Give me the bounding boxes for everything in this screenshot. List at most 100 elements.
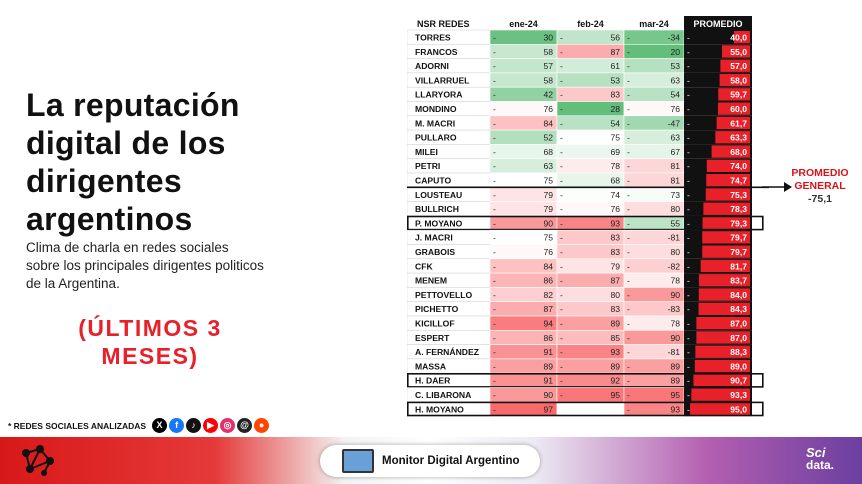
cell-value: 68 [543, 147, 553, 157]
avg-dash: - [687, 118, 690, 128]
row-name: H. DAER [415, 376, 451, 386]
cell-value: 82 [543, 290, 553, 300]
cell-value: -82 [668, 261, 681, 271]
avg-value: 90,7 [730, 376, 747, 386]
network-logo-icon [22, 445, 54, 476]
cell-dash: - [560, 361, 563, 371]
avg-dash: - [687, 276, 690, 286]
avg-value: 40,0 [730, 33, 747, 43]
cell-value: 63 [670, 133, 680, 143]
row-name: ESPERT [415, 333, 450, 343]
cell-value: 93 [610, 347, 620, 357]
cell-value: 63 [543, 161, 553, 171]
average-note-value: -75,1 [808, 193, 832, 205]
avg-bar [718, 102, 750, 115]
cell-dash: - [493, 390, 496, 400]
avg-dash: - [687, 290, 690, 300]
avg-dash: - [687, 75, 690, 85]
column-header: ene-24 [509, 19, 538, 29]
cell-value: 95 [610, 390, 620, 400]
row-name: PULLARO [415, 133, 457, 143]
row-name: A. FERNÁNDEZ [415, 347, 479, 357]
avg-bar [695, 345, 750, 358]
cell-dash: - [493, 304, 496, 314]
avg-bar [734, 31, 750, 44]
cell-dash: - [627, 261, 630, 271]
average-note: PROMEDIO GENERAL -75,1 [784, 167, 856, 206]
avg-dash: - [687, 33, 690, 43]
cell-dash: - [627, 61, 630, 71]
cell-dash: - [627, 361, 630, 371]
cell-dash: - [560, 276, 563, 286]
avg-dash: - [687, 333, 690, 343]
tiktok-icon: ♪ [186, 418, 202, 433]
page-title: La reputación digital de los dirigentes … [26, 87, 240, 237]
youtube-icon: ▶ [203, 418, 219, 433]
cell-dash: - [560, 233, 563, 243]
cell-value: 80 [610, 290, 620, 300]
row-name: TORRES [415, 33, 451, 43]
row-name: MASSA [415, 361, 446, 371]
cell-value: 76 [543, 104, 553, 114]
avg-value: 87,0 [730, 333, 747, 343]
cell-dash: - [560, 161, 563, 171]
cell-dash: - [627, 147, 630, 157]
avg-value: 57,0 [730, 61, 747, 71]
cell-value: 68 [610, 176, 620, 186]
cell-value: 83 [610, 304, 620, 314]
cell-dash: - [493, 333, 496, 343]
cell-value: 78 [610, 161, 620, 171]
avg-dash: - [687, 247, 690, 257]
cell-value: 89 [670, 361, 680, 371]
cell-dash: - [627, 33, 630, 43]
cell-dash: - [560, 218, 563, 228]
header-bg-promedio [684, 16, 752, 30]
cell-dash: - [560, 333, 563, 343]
cell-value: 79 [543, 204, 553, 214]
cell-value: 57 [543, 61, 553, 71]
avg-value: 68,0 [730, 147, 747, 157]
cell-dash: - [560, 319, 563, 329]
cell-dash: - [560, 261, 563, 271]
avg-dash: - [687, 218, 690, 228]
cell-value: -47 [668, 118, 681, 128]
avg-value: 79,7 [730, 233, 747, 243]
cell-value: 91 [543, 376, 553, 386]
cell-value: -83 [668, 304, 681, 314]
cell-value: 52 [543, 133, 553, 143]
row-name: PETRI [415, 161, 440, 171]
avg-bar [716, 116, 750, 130]
avg-bar [706, 174, 750, 187]
facebook-icon: f [169, 418, 185, 433]
cell-dash: - [627, 47, 630, 57]
average-note-line1: PROMEDIO [791, 167, 849, 179]
avg-bar [702, 216, 750, 230]
cell-dash: - [493, 176, 496, 186]
cell-dash: - [560, 90, 563, 100]
avg-bar [690, 402, 750, 416]
reddit-icon: ● [254, 418, 270, 433]
cell-value: 91 [543, 347, 553, 357]
cell-value: 58 [543, 75, 553, 85]
avg-bar [705, 188, 750, 201]
cell-value: 85 [610, 333, 620, 343]
column-header: feb-24 [577, 19, 604, 29]
cell-dash: - [493, 104, 496, 114]
cell-value: 84 [543, 118, 553, 128]
cell-dash: - [560, 118, 563, 128]
cell-value: 89 [610, 361, 620, 371]
avg-value: 61,7 [730, 118, 747, 128]
avg-value: 79,7 [730, 247, 747, 257]
avg-bar [700, 259, 750, 273]
cell-value: 78 [670, 276, 680, 286]
cell-dash: - [560, 247, 563, 257]
cell-value: -81 [668, 347, 681, 357]
cell-value: 83 [610, 90, 620, 100]
cell-dash: - [627, 404, 630, 414]
cell-dash: - [560, 176, 563, 186]
avg-bar [720, 59, 750, 72]
cell-value: 53 [610, 75, 620, 85]
cell-value: 87 [610, 276, 620, 286]
cell-dash: - [493, 47, 496, 57]
avg-value: 55,0 [730, 47, 747, 57]
